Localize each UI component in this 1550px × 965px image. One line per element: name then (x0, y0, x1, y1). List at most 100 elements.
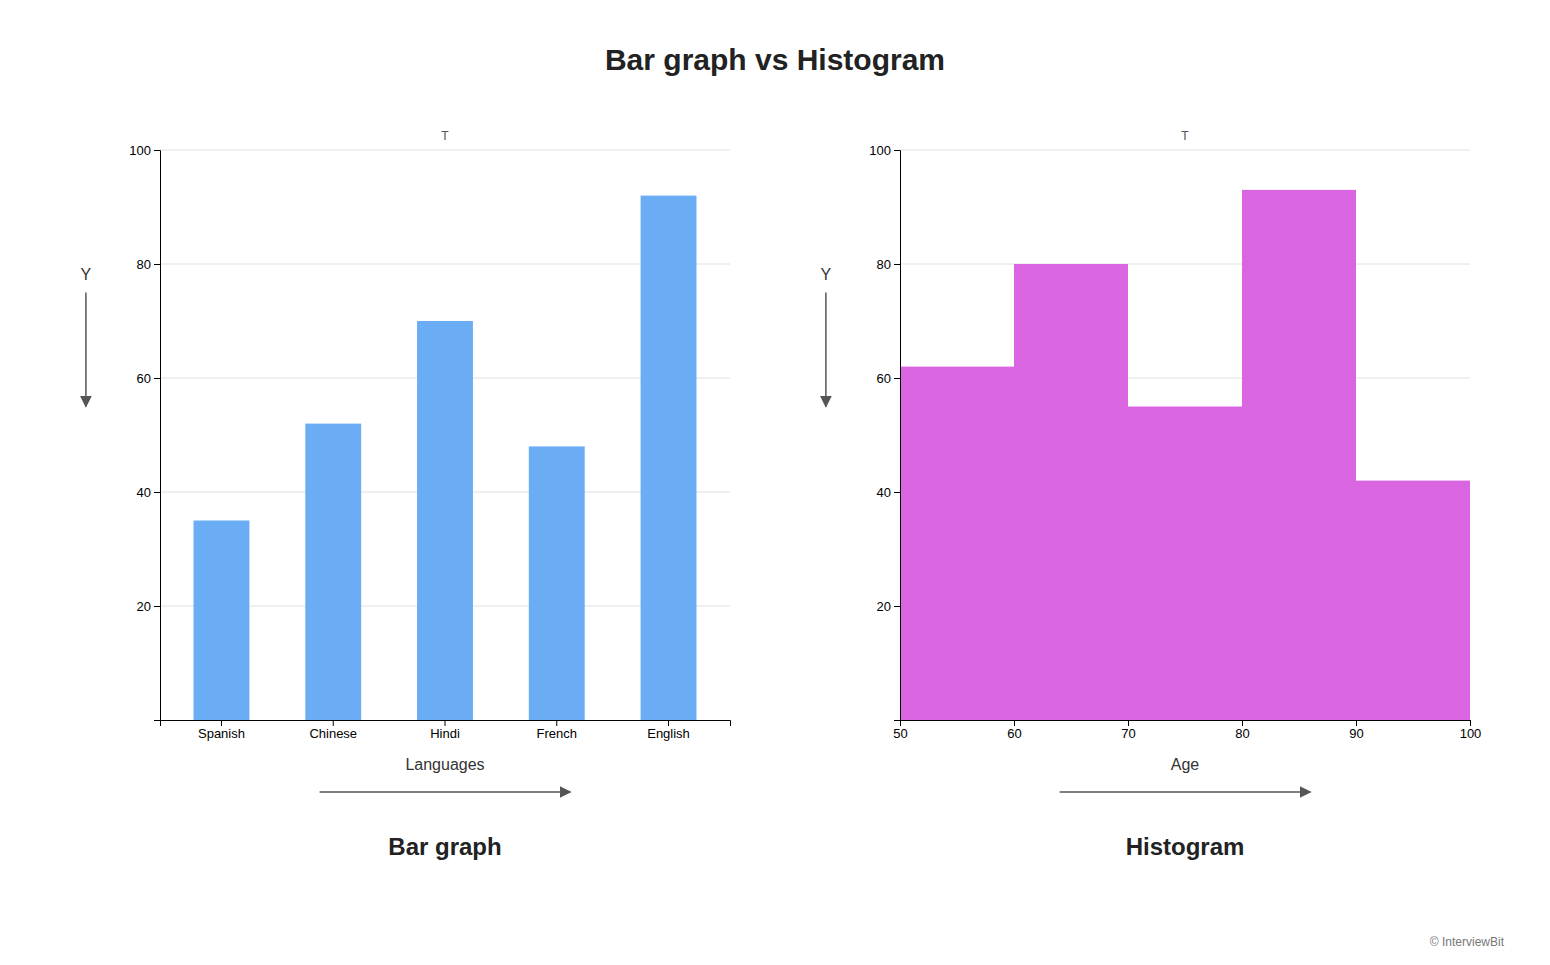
y-axis-label: Y (81, 266, 92, 283)
y-axis-label: Y (821, 266, 832, 283)
arrow (320, 791, 571, 793)
x-tick: Hindi (430, 720, 460, 741)
y-axis-line (894, 151, 901, 721)
y-tick: 40 (137, 485, 160, 500)
y-tick-label: 100 (869, 143, 891, 158)
y-tick-label: 100 (129, 143, 151, 158)
x-tick-mark (1242, 720, 1243, 726)
y-tick: 80 (877, 257, 900, 272)
arrow (85, 293, 87, 407)
panel: 50 60 70 80 90 100 20 40 60 80 100 Y Age Histogram T (821, 129, 1482, 860)
x-tick: English (647, 720, 690, 741)
y-tick-label: 80 (137, 257, 151, 272)
x-tick: 70 (1121, 720, 1135, 741)
x-tick: Spanish (198, 720, 245, 741)
x-tick-label: 100 (1460, 726, 1482, 741)
y-tick-mark (894, 606, 900, 607)
panel: Spanish Chinese Hindi French English 20 40 60 80… (81, 129, 731, 860)
y-tick-label: 40 (137, 485, 151, 500)
y-tick: 100 (129, 143, 160, 158)
x-tick-mark (333, 720, 334, 726)
histogram-bar (900, 367, 1014, 720)
arrow (1060, 791, 1311, 793)
y-axis: 20 40 60 80 100 (869, 143, 900, 721)
y-tick-mark (154, 606, 160, 607)
y-tick: 40 (877, 485, 900, 500)
y-tick-label: 20 (877, 599, 891, 614)
x-tick-label: 90 (1349, 726, 1363, 741)
y-tick-label: 40 (877, 485, 891, 500)
y-tick-label: 60 (877, 371, 891, 386)
x-axis-line (161, 721, 731, 727)
x-tick: 80 (1235, 720, 1249, 741)
y-tick-mark (894, 264, 900, 265)
marks (194, 196, 697, 720)
title: Bar graph vs Histogram (605, 43, 945, 76)
x-tick-label: 70 (1121, 726, 1135, 741)
y-tick-mark (154, 492, 160, 493)
x-tick: French (537, 720, 577, 741)
histogram-bar (1128, 407, 1242, 721)
y-axis: 20 40 60 80 100 (129, 143, 160, 721)
grid-line (900, 264, 1470, 265)
x-tick: 50 (893, 720, 907, 741)
x-tick-mark (1128, 720, 1129, 726)
y-tick: 80 (137, 257, 160, 272)
y-tick-mark (894, 492, 900, 493)
y-tick: 20 (877, 599, 900, 614)
x-tick: Chinese (309, 720, 357, 741)
marks (900, 190, 1470, 720)
x-tick-label: 80 (1235, 726, 1249, 741)
x-tick-label: English (647, 726, 690, 741)
bar (305, 424, 361, 720)
x-tick-label: 60 (1007, 726, 1021, 741)
x-axis-label: Languages (405, 756, 484, 773)
x-tick-mark (556, 720, 557, 726)
x-tick: 90 (1349, 720, 1363, 741)
grid-line (900, 150, 1470, 151)
bar (529, 446, 585, 720)
y-tick-mark (154, 378, 160, 379)
x-tick-mark (221, 720, 222, 726)
y-tick-mark (894, 378, 900, 379)
x-axis: Spanish Chinese Hindi French English (161, 720, 731, 741)
x-tick-mark (1014, 720, 1015, 726)
y-tick: 20 (137, 599, 160, 614)
x-axis: 50 60 70 80 90 100 (893, 720, 1481, 741)
chart-title: Histogram (1126, 833, 1245, 860)
y-tick-label: 80 (877, 257, 891, 272)
annotation: T (1181, 129, 1189, 143)
grid-line (160, 150, 730, 151)
y-axis-line (154, 151, 161, 721)
x-tick-label: Hindi (430, 726, 460, 741)
x-tick-mark (445, 720, 446, 726)
chart-canvas: Bar graph vs Histogram © InterviewBit Span… (0, 0, 1550, 965)
y-tick-mark (154, 264, 160, 265)
annotation: T (441, 129, 449, 143)
x-tick: 100 (1460, 720, 1482, 741)
x-tick-mark (1470, 720, 1471, 726)
bar (641, 196, 697, 720)
x-tick: 60 (1007, 720, 1021, 741)
y-tick-label: 20 (137, 599, 151, 614)
histogram-bar (1014, 264, 1128, 720)
chart-title: Bar graph (388, 833, 501, 860)
y-tick: 100 (869, 143, 900, 158)
x-tick-mark (668, 720, 669, 726)
x-tick-label: French (537, 726, 577, 741)
histogram-bar (1242, 190, 1356, 720)
y-tick: 60 (877, 371, 900, 386)
x-tick-mark (1356, 720, 1357, 726)
watermark: © InterviewBit (1430, 935, 1505, 949)
y-tick-mark (894, 150, 900, 151)
bar (194, 521, 250, 721)
y-tick-label: 60 (137, 371, 151, 386)
y-tick-mark (154, 150, 160, 151)
x-axis-line (901, 721, 1471, 727)
x-tick-label: 50 (893, 726, 907, 741)
x-axis-label: Age (1171, 756, 1200, 773)
x-tick-label: Spanish (198, 726, 245, 741)
y-tick: 60 (137, 371, 160, 386)
arrow (825, 293, 827, 407)
x-tick-label: Chinese (309, 726, 357, 741)
